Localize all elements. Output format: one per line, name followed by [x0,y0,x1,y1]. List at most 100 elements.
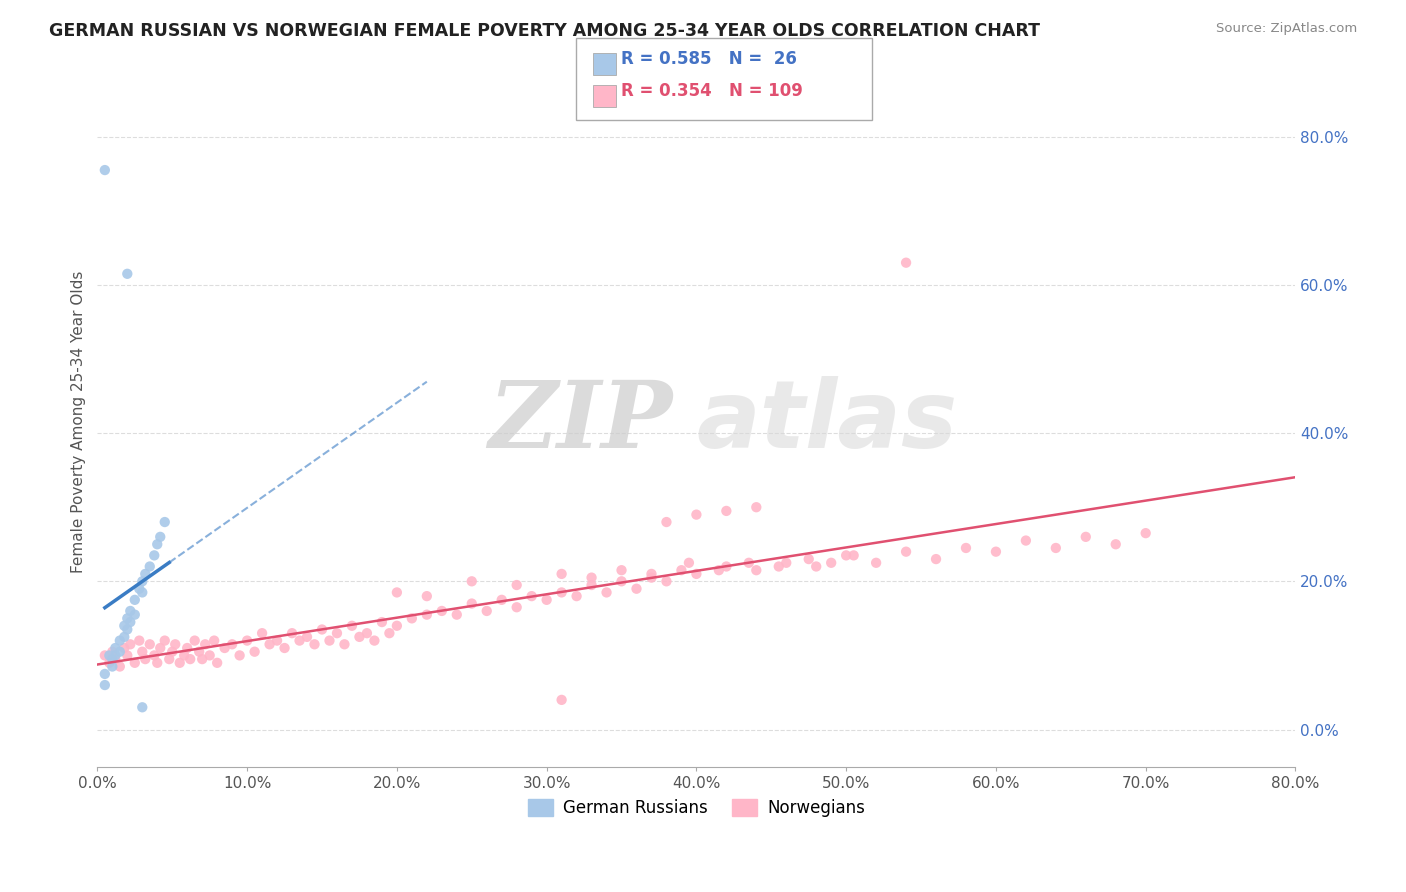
Point [835,549,858,563]
Point [228,648,250,663]
Point [273,640,295,655]
Point [581,578,603,592]
Point [1135,526,1157,541]
Point [117,623,139,637]
Point [202,633,225,648]
Point [955,541,977,555]
Point [139,637,162,651]
Text: R = 0.354   N = 109: R = 0.354 N = 109 [621,82,803,100]
Point [153,515,176,529]
Point [101,659,124,673]
Point [768,559,790,574]
Point [221,637,243,651]
Point [173,648,195,663]
Point [94,667,117,681]
Point [745,500,768,515]
Point [678,556,700,570]
Point [191,652,214,666]
Point [565,589,588,603]
Point [94,648,117,663]
Point [1105,537,1128,551]
Point [128,582,150,596]
Point [236,633,259,648]
Point [685,566,707,581]
Point [416,589,439,603]
Point [131,645,153,659]
Point [385,619,408,633]
Point [401,611,423,625]
Point [842,549,865,563]
Point [104,652,127,666]
Point [640,566,662,581]
Text: GERMAN RUSSIAN VS NORWEGIAN FEMALE POVERTY AMONG 25-34 YEAR OLDS CORRELATION CHA: GERMAN RUSSIAN VS NORWEGIAN FEMALE POVER… [49,22,1040,40]
Point [363,633,385,648]
Point [146,656,169,670]
Point [671,563,693,577]
Point [550,566,572,581]
Point [205,656,228,670]
Point [266,633,288,648]
Point [259,637,281,651]
Point [894,255,917,269]
Point [98,648,121,663]
Point [550,585,572,599]
Point [98,656,121,670]
Point [198,648,221,663]
Point [120,637,142,651]
Point [349,630,371,644]
Point [1045,541,1067,555]
Point [416,607,439,622]
Point [797,552,820,566]
Point [143,648,166,663]
Point [146,537,169,551]
Point [112,630,135,644]
Point [984,544,1007,558]
Point [131,700,153,714]
Point [165,637,187,651]
Point [326,626,349,640]
Point [745,563,768,577]
Point [1074,530,1097,544]
Point [134,652,156,666]
Point [925,552,948,566]
Point [581,571,603,585]
Point [461,597,484,611]
Point [117,267,139,281]
Point [108,645,131,659]
Point [318,633,340,648]
Point [104,648,127,663]
Point [1015,533,1038,548]
Point [894,544,917,558]
Point [183,633,205,648]
Point [707,563,730,577]
Point [550,693,572,707]
Point [176,640,198,655]
Point [112,640,135,655]
Point [716,559,738,574]
Point [101,652,124,666]
Point [108,633,131,648]
Point [288,633,311,648]
Point [112,619,135,633]
Point [356,626,378,640]
Point [610,563,633,577]
Point [491,592,513,607]
Point [378,626,401,640]
Point [214,640,236,655]
Point [820,556,842,570]
Point [131,574,153,589]
Point [149,640,172,655]
Point [295,630,318,644]
Point [865,556,887,570]
Text: Source: ZipAtlas.com: Source: ZipAtlas.com [1216,22,1357,36]
Point [738,556,761,570]
Point [371,615,394,629]
Point [104,640,127,655]
Point [340,619,363,633]
Point [94,163,117,178]
Point [143,549,166,563]
Point [385,585,408,599]
Point [124,607,146,622]
Point [281,626,304,640]
Point [131,585,153,599]
